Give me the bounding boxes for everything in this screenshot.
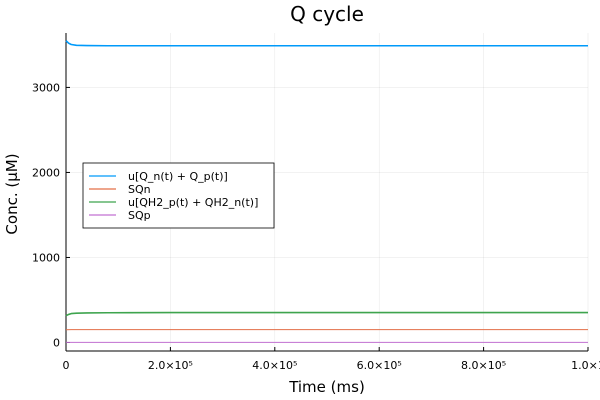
y-tick-label: 2000 [32,166,60,179]
x-tick-label: 8.0×10⁵ [461,359,506,372]
legend-label-3: SQp [128,209,151,222]
x-tick-label: 1.0×1 [571,359,600,372]
y-axis-title: Conc. (μM) [3,153,21,234]
x-tick-label: 6.0×10⁵ [357,359,402,372]
series-line-0 [65,40,588,47]
x-tick-label: 0 [63,359,70,372]
legend-label-0: u[Q_n(t) + Q_p(t)] [128,170,228,183]
y-tick-label: 0 [53,336,60,349]
axes [65,33,588,352]
y-tick-label: 1000 [32,251,60,264]
x-tick-label: 2.0×10⁵ [148,359,193,372]
chart-title: Q cycle [290,2,364,26]
series [65,40,588,343]
x-tick-label: 4.0×10⁵ [252,359,297,372]
series-line-2 [65,311,588,317]
x-axis-title: Time (ms) [288,378,365,396]
y-tick-label: 3000 [32,81,60,94]
legend-label-2: u[QH2_p(t) + QH2_n(t)] [128,196,258,209]
legend-label-1: SQn [128,183,151,196]
legend-box [82,162,275,229]
ticks: 0 2.0×10⁵ 4.0×10⁵ 6.0×10⁵ 8.0×10⁵ 1.0×1 0 1000 2… [32,81,600,372]
